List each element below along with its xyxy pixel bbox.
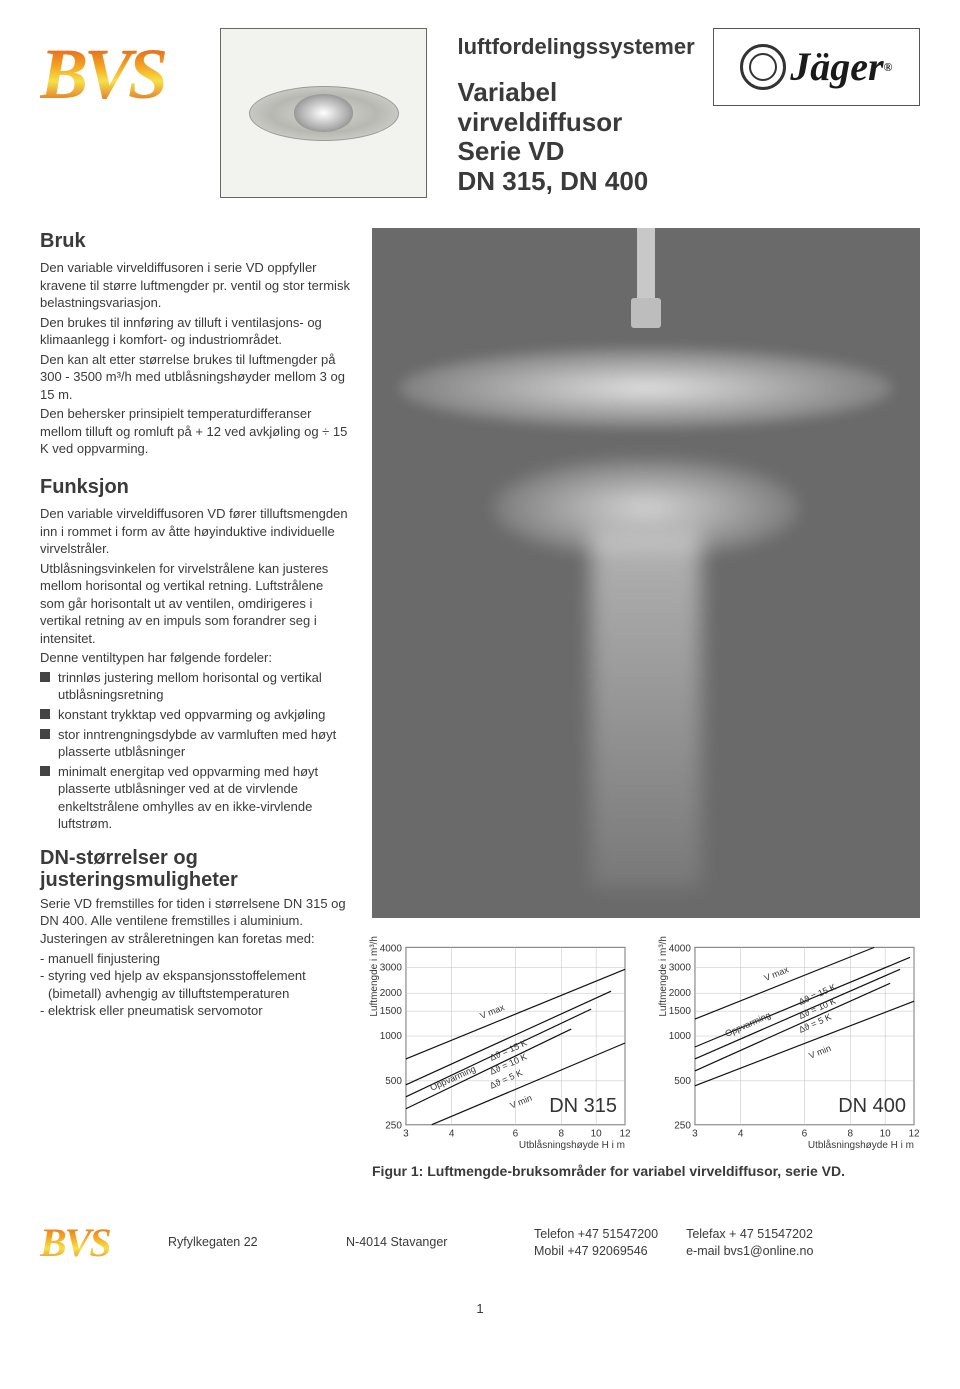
chart-x-label: Utblåsningshøyde H i m [808,1139,914,1153]
footer-contact: Telefax + 47 51547202 e-mail bvs1@online… [686,1226,813,1260]
airflow-photo [372,228,920,918]
dn-item: - styring ved hjelp av ekspansjonsstoffe… [40,967,350,1002]
chart-dn315: Luftmengde i m³/h [372,936,631,1156]
svg-text:2000: 2000 [669,988,692,999]
figure-caption: Figur 1: Luftmengde-bruksområder for var… [372,1162,920,1181]
right-column: Luftmengde i m³/h [372,228,920,1181]
bruk-heading: Bruk [40,228,350,255]
svg-text:1000: 1000 [380,1031,403,1042]
svg-text:1000: 1000 [669,1031,692,1042]
chart-x-label: Utblåsningshøyde H i m [519,1139,625,1153]
footer-mail: e-mail bvs1@online.no [686,1243,813,1260]
dn-item: - elektrisk eller pneumatisk servomotor [40,1002,350,1020]
svg-text:3000: 3000 [380,962,403,973]
jager-text: Jäger [790,40,883,94]
eyebrow: luftfordelingssystemer [457,32,694,62]
svg-text:2000: 2000 [380,988,403,999]
bvs-logo: BVS [40,38,202,110]
bvs-logo-small: BVS [40,1216,140,1270]
svg-text:250: 250 [385,1121,402,1132]
svg-text:500: 500 [385,1076,402,1087]
svg-text:3: 3 [692,1129,698,1140]
funksjon-heading: Funksjon [40,474,350,501]
svg-text:4: 4 [738,1129,744,1140]
svg-text:250: 250 [674,1121,691,1132]
footer-mob: Mobil +47 92069546 [534,1243,658,1260]
svg-text:4: 4 [449,1129,455,1140]
left-column: Bruk Den variable virveldiffusoren i ser… [40,228,350,1181]
bullet-item: konstant trykktap ved oppvarming og avkj… [40,706,350,724]
footer-tel: Telefon +47 51547200 [534,1226,658,1243]
svg-text:1500: 1500 [380,1006,403,1017]
chart-y-label: Luftmengde i m³/h [657,936,671,1017]
bruk-p3: Den kan alt etter størrelse brukes til l… [40,351,350,404]
diffuser-illustration [249,86,399,141]
main-row: Bruk Den variable virveldiffusoren i ser… [40,228,920,1181]
bullet-item: trinnløs justering mellom horisontal og … [40,669,350,704]
product-title: Variabel virveldiffusor Serie VD DN 315,… [457,78,694,198]
dn-heading: DN-størrelser og justeringsmuligheter [40,847,350,891]
dn-items: - manuell finjustering - styring ved hje… [40,950,350,1020]
bullet-item: stor inntrengningsdybde av varmluften me… [40,726,350,761]
chart-tag-dn315: DN 315 [549,1093,617,1120]
funksjon-p1: Den variable virveldiffusoren VD fører t… [40,505,350,558]
dn-p1: Serie VD fremstilles for tiden i størrel… [40,895,350,948]
footer-addr: Ryfylkegaten 22 [168,1234,318,1251]
svg-text:3: 3 [403,1129,409,1140]
svg-text:6: 6 [513,1129,519,1140]
footer-fax: Telefax + 47 51547202 [686,1226,813,1243]
chart-y-label: Luftmengde i m³/h [368,936,382,1017]
bruk-p1: Den variable virveldiffusoren i serie VD… [40,259,350,312]
title-line2: Serie VD [457,137,694,167]
header-row: BVS luftfordelingssystemer Variabel virv… [40,28,920,198]
svg-text:500: 500 [674,1076,691,1087]
funksjon-p3: Denne ventiltypen har følgende fordeler: [40,649,350,667]
footer-phone: Telefon +47 51547200 Mobil +47 92069546 [534,1226,658,1260]
footer-postal: N-4014 Stavanger [346,1234,506,1251]
jager-swirl-icon [740,44,786,90]
footer: BVS Ryfylkegaten 22 N-4014 Stavanger Tel… [40,1207,920,1270]
chart-dn400: Luftmengde i m³/h [661,936,920,1156]
funksjon-bullets: trinnløs justering mellom horisontal og … [40,669,350,833]
svg-text:4000: 4000 [380,943,403,954]
title-line1: Variabel virveldiffusor [457,78,694,138]
svg-text:1500: 1500 [669,1006,692,1017]
dn-heading-l2: justeringsmuligheter [40,869,238,891]
product-image-box [220,28,427,198]
bruk-p4: Den behersker prinsipielt temperaturdiff… [40,405,350,458]
svg-text:4000: 4000 [669,943,692,954]
charts-row: Luftmengde i m³/h [372,936,920,1156]
title-line3: DN 315, DN 400 [457,167,694,197]
chart-tag-dn400: DN 400 [838,1093,906,1120]
funksjon-p2: Utblåsningsvinkelen for virvelstrålene k… [40,560,350,648]
svg-text:3000: 3000 [669,962,692,973]
dn-item: - manuell finjustering [40,950,350,968]
svg-text:6: 6 [802,1129,808,1140]
bruk-p2: Den brukes til innføring av tilluft i ve… [40,314,350,349]
jager-logo-box: Jäger ® [713,28,920,106]
bullet-item: minimalt energitap ved oppvarming med hø… [40,763,350,833]
dn-heading-l1: DN-størrelser og [40,847,198,869]
title-column: luftfordelingssystemer Variabel virveldi… [445,28,694,197]
page-number: 1 [40,1300,920,1318]
